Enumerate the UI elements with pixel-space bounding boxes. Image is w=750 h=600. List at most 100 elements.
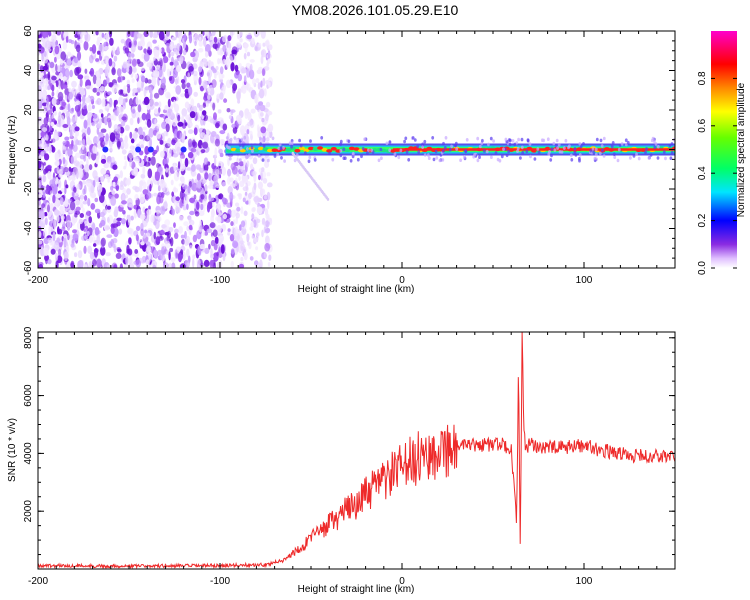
heatmap-noise-cell <box>192 254 196 260</box>
heatmap-haze-cell <box>533 157 537 161</box>
heatmap-noise-cell <box>196 102 201 108</box>
heatmap-noise-cell <box>93 243 97 247</box>
heatmap-noise-cell <box>252 78 256 85</box>
heatmap-noise-cell <box>127 52 131 63</box>
heatmap-noise-cell <box>174 228 179 234</box>
heatmap-haze-cell <box>426 153 430 157</box>
heatmap-noise-cell <box>38 120 43 126</box>
heatmap-noise-cell <box>38 132 42 140</box>
heatmap-noise-cell <box>146 119 152 128</box>
heatmap-noise-cell <box>127 86 131 94</box>
heatmap-noise-cell <box>92 31 97 37</box>
heatmap-noise-cell <box>139 193 145 204</box>
heatmap-noise-cell <box>191 171 197 177</box>
heatmap-noise-cell <box>202 141 209 149</box>
heatmap-noise-cell <box>266 62 269 67</box>
heatmap-noise-cell <box>262 77 266 87</box>
heatmap-noise-cell <box>159 139 164 145</box>
heatmap-haze-cell <box>610 144 614 149</box>
heatmap-noise-cell <box>107 91 112 96</box>
heatmap-band-cell <box>253 148 260 152</box>
heatmap-noise-cell <box>81 138 86 146</box>
heatmap-noise-cell <box>100 167 106 175</box>
heatmap-noise-cell <box>78 218 84 225</box>
heatmap-noise-cell <box>171 36 177 41</box>
heatmap-haze-cell <box>225 136 229 140</box>
heatmap-noise-cell <box>240 220 246 228</box>
heatmap-noise-cell <box>39 48 45 54</box>
heatmap-noise-cell <box>238 161 244 167</box>
heatmap-noise-cell <box>91 104 95 110</box>
heatmap-noise-cell <box>142 126 147 131</box>
heatmap-haze-cell <box>594 152 598 157</box>
heatmap-haze-cell <box>328 151 331 156</box>
heatmap-noise-cell <box>118 106 124 114</box>
heatmap-noise-cell <box>120 38 126 44</box>
heatmap-noise-cell <box>171 191 175 197</box>
heatmap-haze-cell <box>313 158 317 162</box>
heatmap-zero-blob <box>102 146 109 153</box>
heatmap-noise-cell <box>105 252 111 257</box>
y-tick-label: -20 <box>23 181 34 196</box>
heatmap-noise-cell <box>67 103 71 113</box>
heatmap-haze-cell <box>508 138 512 143</box>
heatmap-noise-cell <box>116 126 121 134</box>
heatmap-noise-cell <box>168 251 171 261</box>
heatmap-noise-cell <box>88 235 93 243</box>
heatmap-noise-cell <box>132 66 137 73</box>
heatmap-noise-cell <box>205 100 211 104</box>
heatmap-haze-cell <box>553 148 557 152</box>
heatmap-noise-cell <box>79 149 83 155</box>
heatmap-haze-cell <box>229 137 233 142</box>
spectrogram-x-ticks: -200 -100 0 100 <box>28 31 676 286</box>
heatmap-noise-cell <box>111 156 115 163</box>
heatmap-haze-cell <box>290 145 293 149</box>
heatmap-noise-cell <box>209 134 215 144</box>
heatmap-noise-cell <box>93 248 99 253</box>
heatmap-noise-cell <box>67 58 72 66</box>
heatmap-noise-cell <box>181 115 185 124</box>
heatmap-noise-cell <box>247 241 250 246</box>
heatmap-noise-cell <box>79 78 83 88</box>
heatmap-noise-cell <box>125 256 129 265</box>
snr-y-ticks: 2000 4000 6000 8000 <box>23 326 675 570</box>
heatmap-noise-cell <box>50 248 56 255</box>
heatmap-haze-cell <box>654 142 658 146</box>
heatmap-noise-cell <box>249 256 254 261</box>
heatmap-noise-cell <box>131 53 135 58</box>
heatmap-haze-cell <box>536 147 540 151</box>
heatmap-haze-cell <box>593 156 597 161</box>
heatmap-noise-cell <box>54 45 60 55</box>
heatmap-noise-cell <box>64 94 68 101</box>
heatmap-haze-cell <box>511 139 515 143</box>
heatmap-noise-cell <box>92 236 96 243</box>
heatmap-noise-cell <box>48 197 51 202</box>
heatmap-noise-cell <box>254 104 261 111</box>
heatmap-noise-cell <box>266 172 271 177</box>
heatmap-band-cell <box>308 146 314 151</box>
heatmap-haze-cell <box>670 142 674 146</box>
heatmap-noise-cell <box>144 86 150 91</box>
heatmap-noise-cell <box>106 264 112 268</box>
heatmap-noise-cell <box>87 104 92 112</box>
heatmap-noise-cell <box>93 113 98 119</box>
heatmap-noise-cell <box>99 246 106 256</box>
heatmap-noise-cell <box>261 68 266 77</box>
heatmap-noise-cell <box>161 121 167 130</box>
heatmap-noise-cell <box>164 105 168 111</box>
heatmap-noise-cell <box>100 128 107 133</box>
heatmap-noise-cell <box>116 68 122 77</box>
heatmap-noise-cell <box>243 210 248 217</box>
heatmap-haze-cell <box>257 154 261 158</box>
heatmap-noise-cell <box>99 137 104 142</box>
heatmap-noise-cell <box>165 167 168 173</box>
heatmap-noise-cell <box>43 247 49 257</box>
heatmap-noise-cell <box>139 134 144 140</box>
heatmap-noise-cell <box>64 197 69 208</box>
heatmap-noise-cell <box>256 218 261 224</box>
heatmap-noise-cell <box>92 259 97 267</box>
heatmap-noise-cell <box>177 121 184 127</box>
heatmap-noise-cell <box>242 197 246 203</box>
heatmap-noise-cell <box>52 194 56 204</box>
heatmap-haze-cell <box>560 150 564 154</box>
